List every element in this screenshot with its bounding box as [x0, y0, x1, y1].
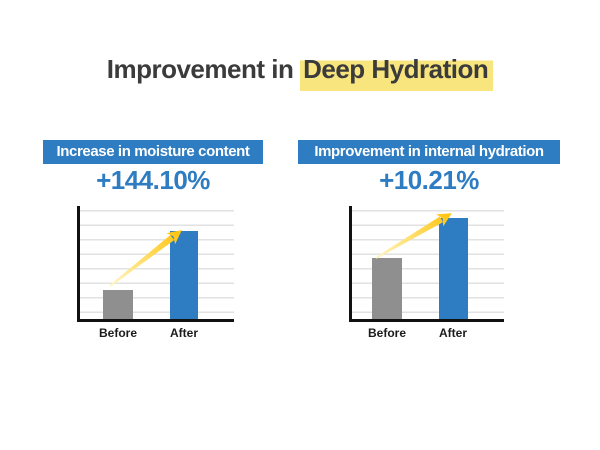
stat-value-moisture: +144.10% — [96, 165, 210, 195]
title-text-regular: Improvement in — [106, 54, 301, 84]
bar-after — [170, 230, 198, 319]
panel-moisture-content: Increase in moisture content +144.10% — [43, 140, 263, 350]
title-text-highlighted: Deep Hydration — [300, 54, 494, 91]
x-label-after: After — [438, 326, 468, 340]
panel-header-hydration: Improvement in internal hydration — [298, 140, 560, 164]
trend-arrow-icon — [375, 213, 452, 259]
bar-before — [372, 257, 402, 319]
bar-chart-moisture: Before After — [77, 206, 234, 346]
x-axis-labels: Before After — [77, 326, 234, 342]
stat-value-hydration: +10.21% — [379, 165, 479, 195]
x-label-before: Before — [98, 326, 138, 340]
plot-area — [77, 206, 234, 322]
bar-chart-hydration: Before After — [349, 206, 504, 346]
plot-area — [349, 206, 504, 322]
panel-internal-hydration: Improvement in internal hydration +10.21… — [298, 140, 560, 350]
trend-arrow-icon — [109, 230, 182, 287]
x-axis-labels: Before After — [349, 326, 504, 342]
x-label-after: After — [169, 326, 199, 340]
bar-before — [103, 289, 133, 319]
x-label-before: Before — [367, 326, 407, 340]
page-title: Improvement in Deep Hydration — [0, 54, 600, 91]
panel-header-moisture: Increase in moisture content — [43, 140, 263, 164]
bar-after — [439, 218, 468, 319]
